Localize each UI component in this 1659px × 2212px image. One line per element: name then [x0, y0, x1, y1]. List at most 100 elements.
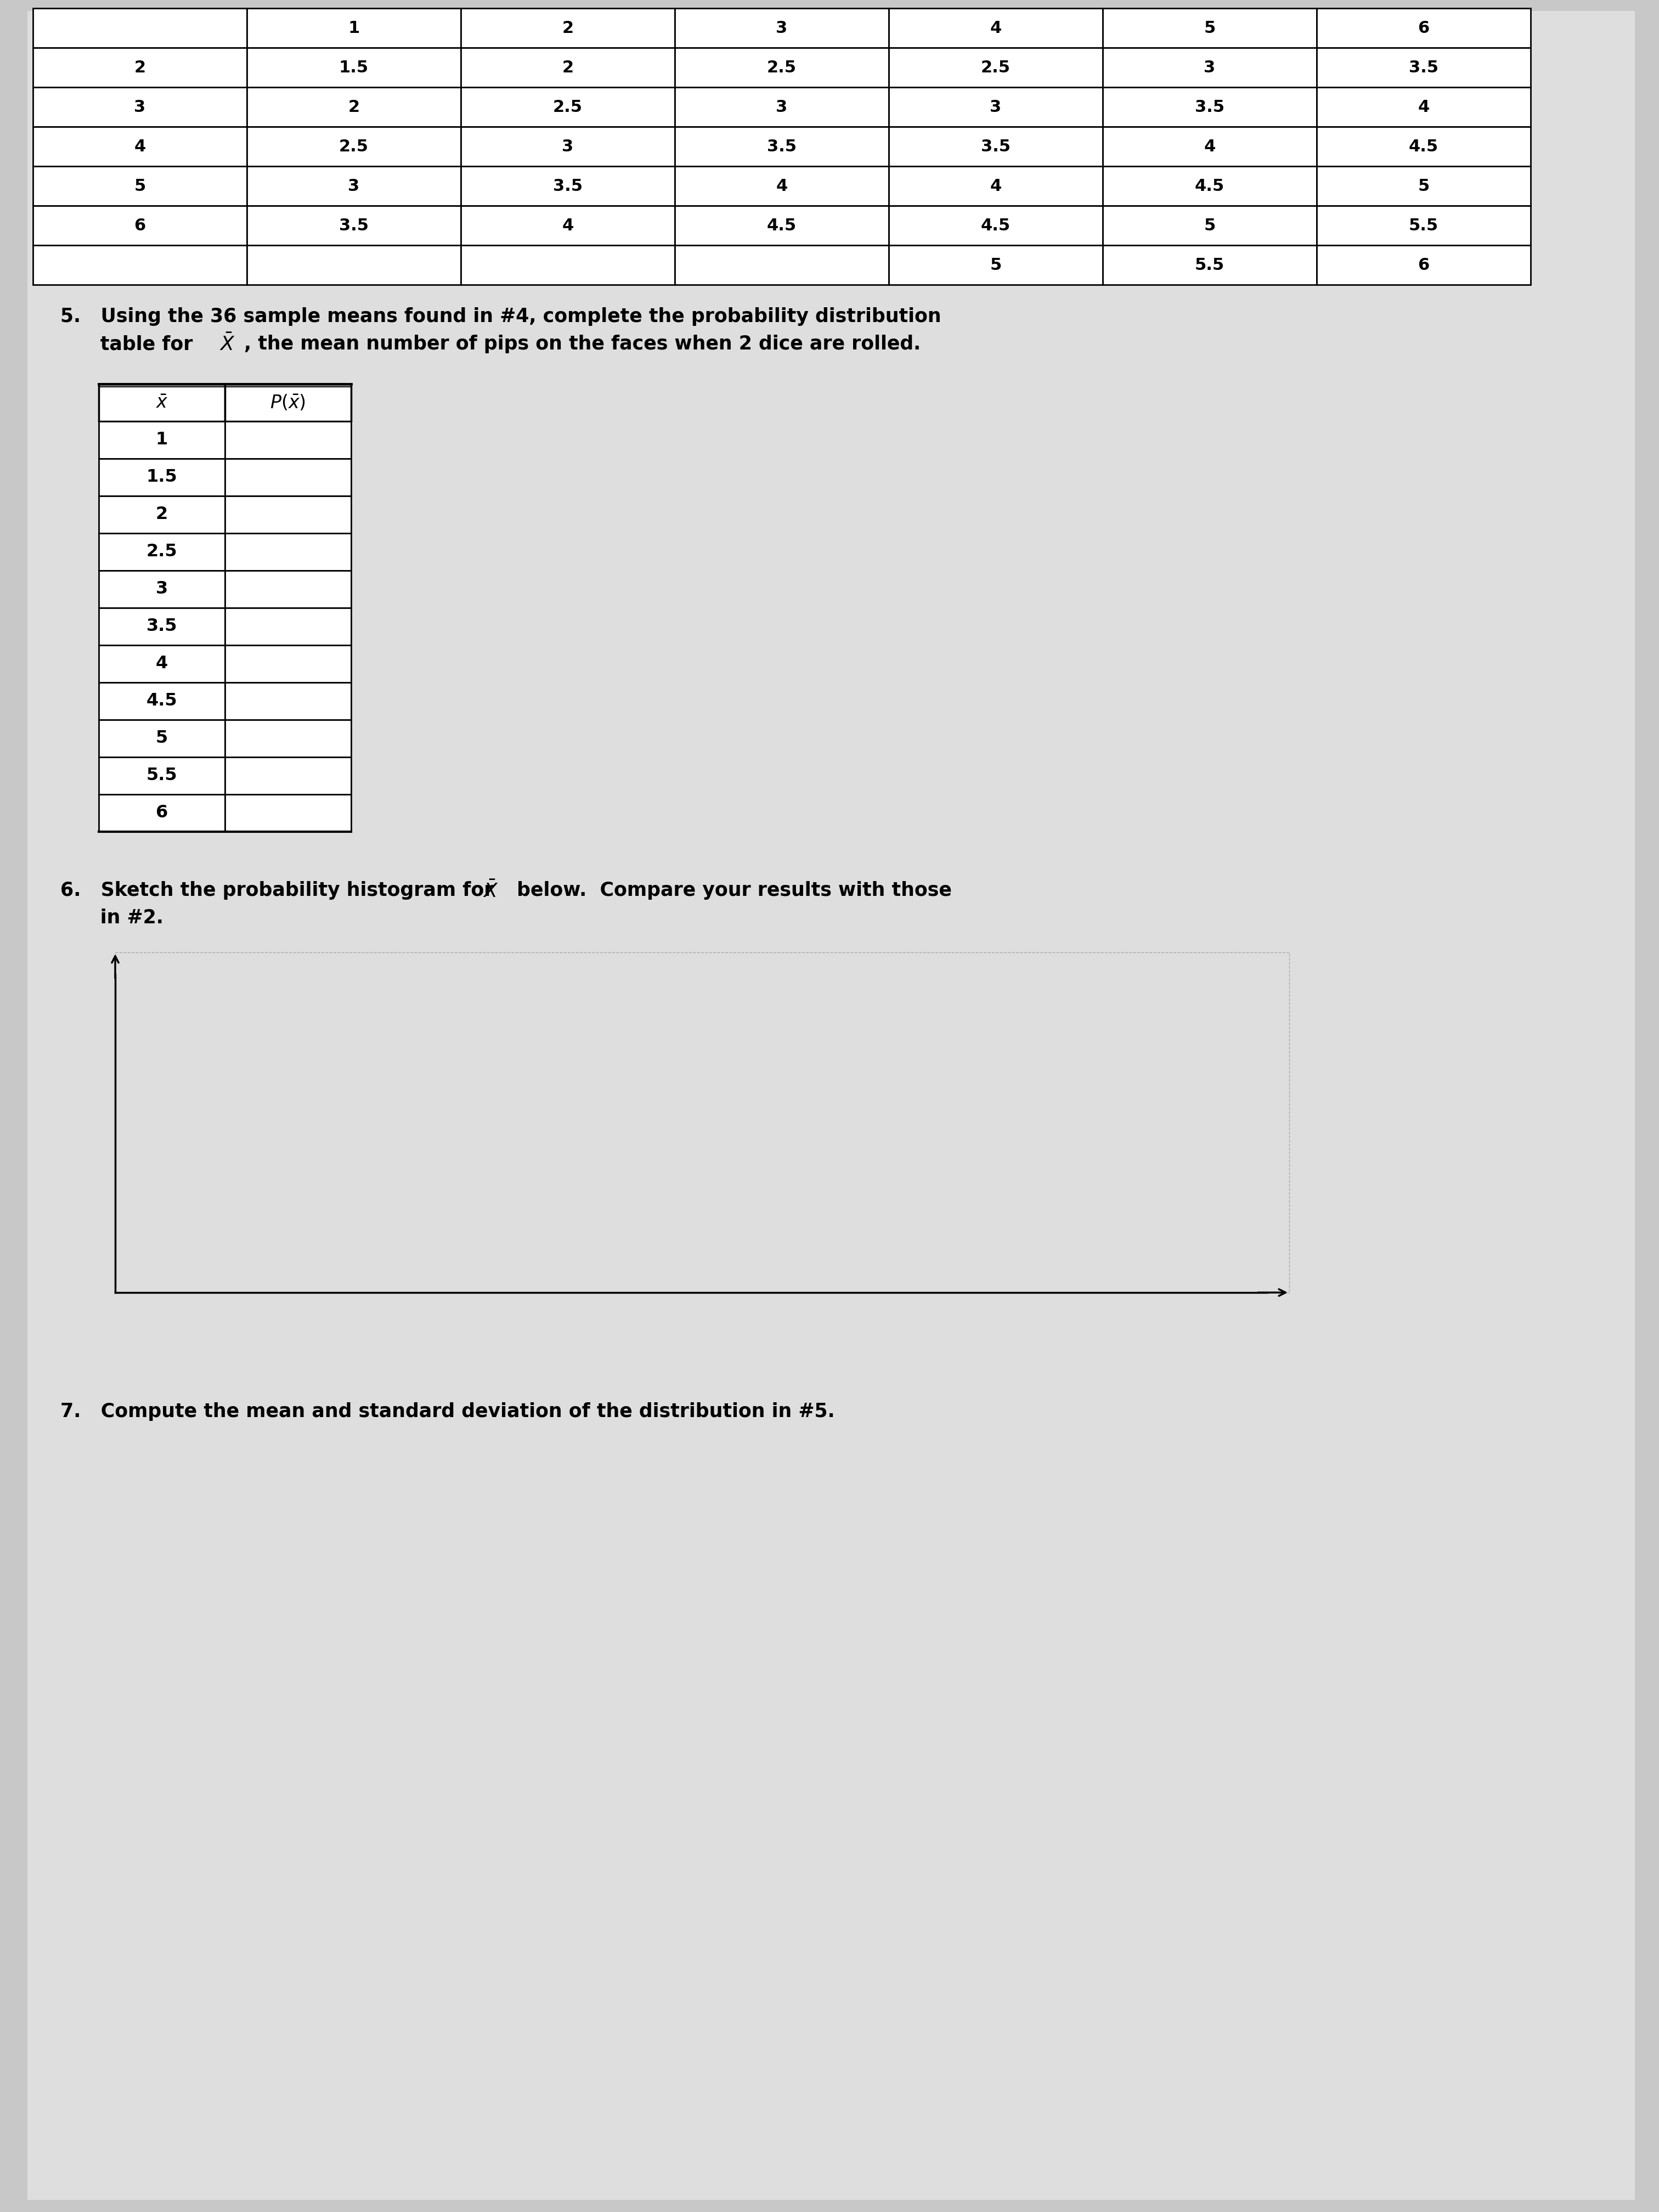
Text: , the mean number of pips on the faces when 2 dice are rolled.: , the mean number of pips on the faces w… [244, 334, 921, 354]
Text: 3.5: 3.5 [338, 217, 368, 234]
Bar [247, 206, 461, 246]
Text: 6: 6 [156, 805, 168, 821]
Bar [1317, 206, 1531, 246]
Text: 6: 6 [1418, 20, 1430, 35]
Text: 4.5: 4.5 [146, 692, 178, 710]
Text: 2.5: 2.5 [980, 60, 1010, 75]
Text: 6: 6 [1418, 257, 1430, 272]
Text: 3.5: 3.5 [980, 139, 1010, 155]
Text: 1.5: 1.5 [338, 60, 368, 75]
Bar [226, 608, 352, 646]
Bar [889, 49, 1103, 86]
Bar [461, 246, 675, 285]
Bar [247, 246, 461, 285]
Text: 4: 4 [156, 655, 168, 672]
Bar [889, 9, 1103, 49]
Text: 5: 5 [1204, 217, 1216, 234]
Bar [226, 458, 352, 495]
Bar [33, 126, 247, 166]
Bar [100, 571, 226, 608]
Text: 7.   Compute the mean and standard deviation of the distribution in #5.: 7. Compute the mean and standard deviati… [60, 1402, 834, 1420]
Text: 3: 3 [156, 582, 168, 597]
Text: below.  Compare your results with those: below. Compare your results with those [511, 880, 952, 900]
Bar [247, 166, 461, 206]
Text: $\bar{x}$: $\bar{x}$ [156, 394, 168, 411]
Bar [226, 794, 352, 832]
Text: $\bar{X}$: $\bar{X}$ [219, 334, 236, 354]
Bar [1317, 126, 1531, 166]
Text: 3: 3 [1204, 60, 1216, 75]
Bar [1103, 206, 1317, 246]
Text: 4: 4 [776, 177, 788, 195]
Bar [675, 86, 889, 126]
Bar [33, 206, 247, 246]
Bar [33, 246, 247, 285]
Text: 2.5: 2.5 [766, 60, 796, 75]
Bar [461, 86, 675, 126]
Bar [461, 9, 675, 49]
Bar [247, 86, 461, 126]
Bar [461, 166, 675, 206]
Text: 5: 5 [1418, 177, 1430, 195]
Bar [100, 533, 226, 571]
Text: $P(\bar{x})$: $P(\bar{x})$ [270, 394, 305, 411]
Bar [461, 126, 675, 166]
Text: 2.5: 2.5 [552, 100, 582, 115]
Bar [226, 646, 352, 684]
Text: 1: 1 [156, 431, 168, 449]
Text: 3.5: 3.5 [1408, 60, 1438, 75]
Bar [33, 49, 247, 86]
Text: 4.5: 4.5 [1408, 139, 1438, 155]
Text: 5: 5 [990, 257, 1002, 272]
Bar [675, 166, 889, 206]
Bar [1317, 9, 1531, 49]
Bar [226, 385, 352, 420]
Text: 3: 3 [348, 177, 360, 195]
Text: 4: 4 [1418, 100, 1430, 115]
Text: 3: 3 [776, 100, 788, 115]
Bar [114, 953, 1289, 1292]
Text: 3: 3 [562, 139, 574, 155]
Bar [226, 757, 352, 794]
Text: 1: 1 [348, 20, 360, 35]
Text: 2: 2 [134, 60, 146, 75]
Text: 4: 4 [134, 139, 146, 155]
Text: $\bar{X}$: $\bar{X}$ [483, 880, 499, 902]
Text: 2: 2 [562, 60, 574, 75]
Bar [675, 49, 889, 86]
Text: 3: 3 [776, 20, 788, 35]
Bar [1103, 246, 1317, 285]
Bar [461, 206, 675, 246]
Bar [675, 246, 889, 285]
Bar [100, 757, 226, 794]
Text: 4: 4 [990, 177, 1002, 195]
Text: 6.   Sketch the probability histogram for: 6. Sketch the probability histogram for [60, 880, 499, 900]
Text: 3.5: 3.5 [146, 617, 178, 635]
Bar [1317, 86, 1531, 126]
Text: in #2.: in #2. [60, 909, 164, 927]
Text: 5.5: 5.5 [1408, 217, 1438, 234]
Bar [889, 206, 1103, 246]
Bar [1103, 166, 1317, 206]
Bar [226, 719, 352, 757]
Text: 3.5: 3.5 [1194, 100, 1224, 115]
Bar [1103, 86, 1317, 126]
Bar [100, 385, 226, 420]
Bar [1103, 9, 1317, 49]
Bar [247, 49, 461, 86]
Text: 1.5: 1.5 [146, 469, 178, 487]
Text: 2: 2 [156, 507, 168, 522]
Text: 3: 3 [990, 100, 1002, 115]
Bar [1103, 49, 1317, 86]
Bar [100, 458, 226, 495]
Bar [1103, 126, 1317, 166]
Text: 6: 6 [134, 217, 146, 234]
Bar [33, 166, 247, 206]
Text: 4.5: 4.5 [766, 217, 796, 234]
Bar [100, 420, 226, 458]
Text: 4: 4 [562, 217, 574, 234]
Text: 5.5: 5.5 [146, 768, 178, 785]
Bar [1317, 49, 1531, 86]
Bar [100, 719, 226, 757]
Bar [226, 571, 352, 608]
